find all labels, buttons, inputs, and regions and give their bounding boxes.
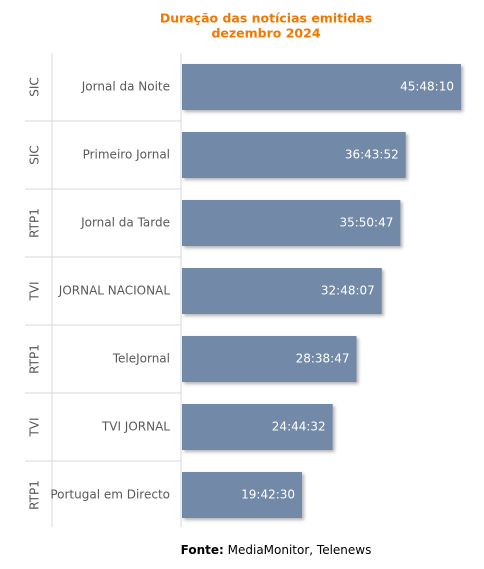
category-label: TVI JORNAL [101, 420, 170, 434]
category-label: JORNAL NACIONAL [58, 284, 171, 298]
value-label: 36:43:52 [345, 148, 399, 162]
group-label: SIC [28, 145, 42, 165]
source-text: MediaMonitor, Telenews [228, 543, 372, 557]
category-label: Portugal em Directo [50, 488, 170, 502]
chart-subtitle: dezembro 2024 [211, 26, 320, 41]
source-label: Fonte: [181, 543, 224, 557]
category-label: Jornal da Tarde [80, 216, 170, 230]
category-label: Jornal da Noite [81, 80, 170, 94]
category-label: Primeiro Jornal [83, 148, 170, 162]
chart-title: Duração das notícias emitidas [160, 11, 372, 26]
bar [182, 64, 461, 110]
bar [182, 336, 357, 382]
value-label: 45:48:10 [400, 80, 454, 94]
bar [182, 404, 333, 450]
value-label: 19:42:30 [241, 488, 295, 502]
group-label: TVI [28, 281, 42, 301]
bar [182, 268, 382, 314]
source: Fonte: MediaMonitor, Telenews [181, 543, 372, 557]
value-label: 28:38:47 [296, 352, 350, 366]
group-label: SIC [28, 77, 42, 97]
bar [182, 132, 406, 178]
group-label: TVI [28, 417, 42, 437]
bar [182, 200, 401, 246]
group-label: RTP1 [28, 480, 42, 510]
group-label: RTP1 [28, 344, 42, 374]
value-label: 24:44:32 [272, 420, 326, 434]
value-label: 32:48:07 [321, 284, 375, 298]
group-label: RTP1 [28, 208, 42, 238]
bar [182, 472, 303, 518]
category-label: TeleJornal [112, 352, 170, 366]
value-label: 35:50:47 [339, 216, 393, 230]
